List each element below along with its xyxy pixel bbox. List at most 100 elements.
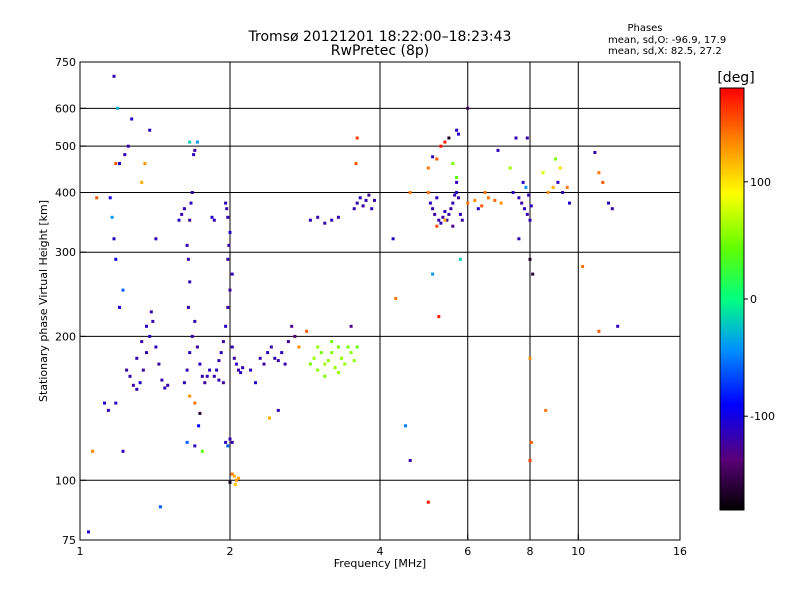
- data-point: [268, 416, 271, 420]
- data-point: [443, 210, 447, 213]
- data-point: [523, 207, 526, 211]
- data-point: [224, 440, 228, 444]
- data-point: [568, 201, 571, 205]
- data-point: [404, 424, 407, 428]
- data-point: [601, 180, 605, 184]
- data-point: [305, 329, 309, 333]
- data-point: [466, 201, 470, 205]
- data-point: [455, 180, 459, 184]
- data-point: [232, 474, 236, 478]
- data-point: [163, 386, 167, 390]
- data-point: [283, 362, 287, 366]
- data-point: [228, 437, 232, 441]
- data-point: [455, 191, 459, 194]
- data-points: [87, 74, 620, 534]
- data-point: [276, 408, 280, 412]
- data-point: [551, 185, 555, 189]
- data-point: [394, 297, 398, 300]
- data-point: [354, 162, 358, 165]
- data-point: [185, 368, 189, 372]
- data-point: [227, 243, 231, 247]
- data-point: [217, 359, 221, 363]
- data-point: [607, 201, 610, 205]
- data-point: [581, 265, 585, 268]
- x-tick-label: 2: [227, 545, 234, 558]
- data-point: [188, 280, 192, 284]
- data-point: [433, 212, 437, 216]
- data-point: [455, 128, 459, 132]
- data-point: [126, 144, 130, 148]
- data-point: [349, 351, 353, 355]
- data-point: [447, 212, 451, 216]
- data-point: [237, 476, 240, 480]
- data-point: [343, 362, 347, 366]
- data-point: [221, 381, 225, 385]
- data-point: [212, 374, 216, 378]
- data-point: [149, 310, 153, 314]
- data-point: [561, 191, 565, 194]
- data-point: [312, 356, 316, 360]
- data-point: [546, 191, 550, 194]
- data-point: [205, 374, 209, 378]
- data-point: [145, 351, 148, 355]
- data-point: [528, 356, 532, 360]
- data-point: [145, 324, 148, 328]
- data-point: [228, 288, 232, 292]
- data-point: [225, 207, 229, 211]
- data-point: [597, 329, 601, 333]
- data-point: [346, 345, 350, 349]
- data-point: [443, 218, 447, 222]
- data-point: [123, 153, 127, 157]
- data-point: [541, 171, 545, 175]
- data-point: [143, 162, 147, 165]
- y-tick-label: 75: [62, 534, 76, 547]
- data-point: [215, 368, 219, 372]
- data-point: [193, 401, 197, 405]
- y-tick-label: 200: [55, 330, 76, 343]
- data-point: [355, 136, 359, 140]
- data-point: [340, 356, 344, 360]
- data-point: [125, 368, 129, 372]
- data-point: [237, 368, 240, 372]
- data-point: [483, 191, 487, 194]
- data-point: [228, 480, 232, 484]
- data-point: [226, 444, 230, 448]
- data-point: [508, 166, 512, 170]
- data-point: [439, 221, 443, 225]
- data-point: [212, 218, 216, 222]
- data-point: [198, 362, 202, 366]
- data-point: [103, 401, 106, 405]
- data-point: [138, 381, 142, 385]
- data-point: [544, 408, 548, 412]
- y-tick-label: 100: [55, 474, 76, 487]
- y-axis-ticks: 75 100 200 300 400 500 600 750: [55, 56, 86, 547]
- data-point: [297, 345, 301, 349]
- data-point: [364, 198, 368, 202]
- stats-line-o: mean, sd,O: -96.9, 17.9: [608, 35, 726, 46]
- x-tick-label: 4: [377, 545, 384, 558]
- data-point: [496, 148, 500, 152]
- data-point: [352, 207, 356, 211]
- data-point: [188, 394, 192, 398]
- data-point: [141, 368, 145, 372]
- data-point: [112, 74, 116, 78]
- data-point: [370, 207, 374, 211]
- data-point: [597, 171, 601, 175]
- data-point: [439, 144, 443, 148]
- data-point: [154, 237, 158, 241]
- data-point: [447, 136, 451, 140]
- data-point: [230, 440, 234, 444]
- data-point: [426, 166, 430, 170]
- data-point: [391, 237, 395, 241]
- data-point: [230, 272, 234, 276]
- data-point: [160, 378, 164, 382]
- data-point: [437, 218, 441, 222]
- data-point: [330, 340, 334, 344]
- data-point: [323, 362, 327, 366]
- data-point: [520, 201, 524, 205]
- data-point: [273, 356, 277, 360]
- data-point: [106, 408, 110, 412]
- data-point: [316, 368, 320, 372]
- data-point: [527, 193, 531, 197]
- data-point: [558, 166, 562, 170]
